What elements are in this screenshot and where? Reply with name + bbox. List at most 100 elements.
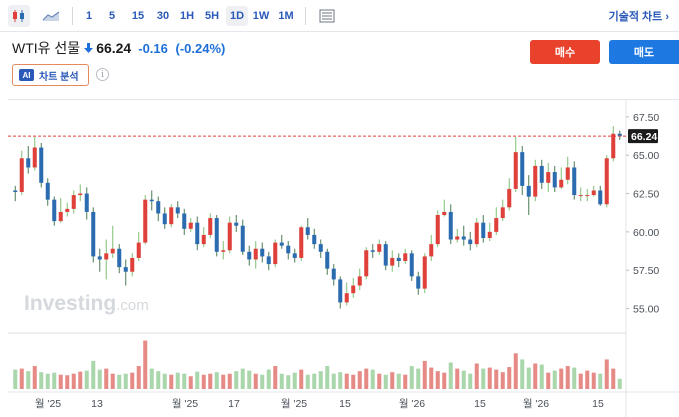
volume-bar: [253, 373, 258, 389]
candle: [494, 207, 499, 235]
candle-body: [175, 207, 180, 214]
candle-body: [591, 190, 596, 196]
candle-body: [65, 208, 70, 212]
candle: [611, 126, 616, 162]
candle: [377, 239, 382, 255]
arrow-down-icon: [84, 43, 94, 56]
candle: [110, 225, 115, 258]
candle: [546, 162, 551, 192]
candle: [585, 188, 590, 202]
candle: [344, 282, 349, 306]
volume-bar: [344, 373, 349, 389]
candle: [338, 276, 343, 309]
timeframe-5h[interactable]: 5H: [204, 10, 220, 22]
candle-body: [266, 256, 271, 265]
ai-chart-analysis-button[interactable]: AI 차트 분석: [12, 64, 89, 86]
volume-bar: [598, 373, 603, 389]
candle: [136, 231, 141, 261]
candle: [97, 248, 102, 272]
timeframe-1m[interactable]: 1: [85, 10, 93, 22]
toolbar-divider: [72, 7, 73, 25]
candle: [149, 190, 154, 211]
candle: [240, 219, 245, 255]
candle-body: [507, 188, 512, 208]
timeframe-1w[interactable]: 1W: [252, 10, 270, 22]
volume-bar: [201, 374, 206, 389]
candle: [169, 204, 174, 228]
candle: [71, 190, 76, 214]
candle-body: [481, 222, 486, 238]
info-icon[interactable]: i: [96, 68, 109, 81]
candle: [234, 215, 239, 232]
volume-bar: [559, 368, 564, 389]
candle-body: [188, 222, 193, 229]
candle: [117, 244, 122, 274]
volume-bar: [260, 374, 265, 389]
volume-bar: [32, 366, 37, 389]
candle-body: [442, 211, 447, 215]
volume-bar: [71, 373, 76, 389]
candle: [58, 198, 63, 223]
volume-bar: [448, 362, 453, 389]
candle: [78, 184, 83, 202]
volume-bar: [435, 371, 440, 389]
candlestick-chart-svg[interactable]: Investing.com 67.50 65.00 62.50 60.00 57.50 55…: [8, 100, 679, 417]
buy-button[interactable]: 매수: [530, 40, 600, 64]
candle: [318, 239, 323, 258]
candle: [604, 155, 609, 208]
timeframe-5m[interactable]: 5: [108, 10, 116, 22]
candle-body: [559, 179, 564, 188]
table-view-icon[interactable]: [316, 5, 338, 27]
candle: [26, 146, 31, 174]
timeframe-1mo[interactable]: 1M: [278, 10, 294, 22]
candle: [435, 210, 440, 248]
x-tick-label: 17: [228, 398, 240, 410]
price-chart[interactable]: Investing.com 67.50 65.00 62.50 60.00 57.50 55…: [8, 99, 679, 417]
timeframe-1h[interactable]: 1H: [179, 10, 195, 22]
volume-bar: [266, 369, 271, 389]
ai-chart-analysis-label: 차트 분석: [39, 71, 79, 83]
y-tick-label: 60.00: [633, 227, 659, 239]
candle-body: [604, 158, 609, 205]
volume-bar: [591, 372, 596, 389]
candle-body: [552, 172, 557, 188]
area-chart-icon[interactable]: [40, 5, 62, 27]
candle-body: [526, 185, 531, 197]
x-tick-label: 15: [592, 398, 604, 410]
candle: [305, 218, 310, 240]
candle-body: [403, 253, 408, 261]
volume-bar: [156, 371, 161, 389]
volume-bar: [474, 363, 479, 389]
candle-body: [130, 257, 135, 272]
candlestick-icon[interactable]: [8, 5, 30, 27]
price-change-percent: (-0.24%): [175, 41, 226, 56]
candle-body: [214, 218, 219, 252]
candle: [84, 187, 89, 220]
candle-body: [182, 213, 187, 229]
candle-body: [221, 250, 226, 252]
candle-body: [416, 276, 421, 289]
timeframe-30m[interactable]: 30: [156, 10, 170, 22]
candle: [442, 199, 447, 217]
candle: [474, 218, 479, 248]
volume-bar: [221, 374, 226, 389]
candle: [578, 187, 583, 202]
volume-bar: [19, 368, 24, 389]
x-tick-label: 월 '26: [399, 398, 425, 410]
timeframe-1d[interactable]: 1D: [226, 6, 248, 26]
candle-body: [351, 285, 356, 294]
volume-bar: [91, 360, 96, 389]
volume-bar: [78, 371, 83, 389]
candle: [299, 225, 304, 261]
technical-chart-link[interactable]: 기술적 차트 ›: [608, 11, 669, 23]
volume-bar: [455, 368, 460, 389]
timeframe-15m[interactable]: 15: [131, 10, 145, 22]
candle: [201, 227, 206, 248]
candle-body: [546, 172, 551, 183]
candle-body: [143, 199, 148, 243]
sell-button[interactable]: 매도: [609, 40, 679, 64]
candle-body: [370, 250, 375, 252]
candle: [357, 268, 362, 291]
candle: [409, 250, 414, 281]
candle-body: [377, 244, 382, 252]
